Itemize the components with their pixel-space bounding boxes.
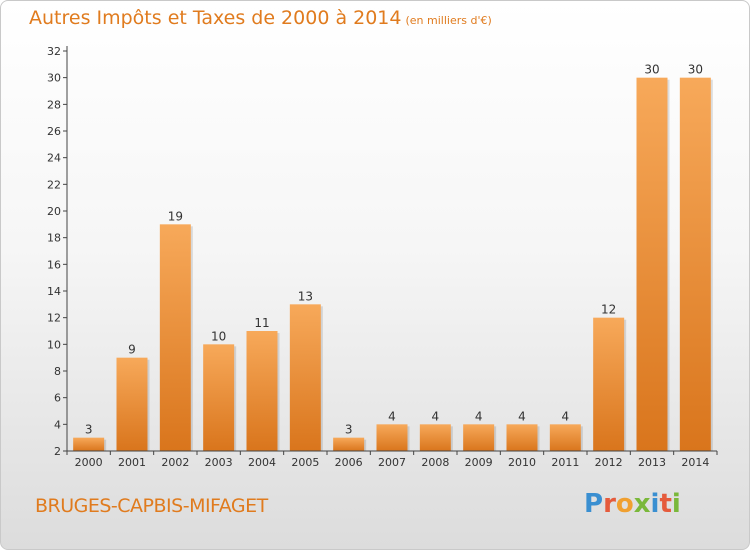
y-tick-label: 26 — [47, 125, 61, 138]
y-tick-label: 10 — [47, 338, 61, 351]
x-tick-label: 2001 — [118, 456, 146, 469]
commune-name: BRUGES-CAPBIS-MIFAGET — [35, 495, 268, 517]
bar-value-label: 4 — [432, 409, 440, 423]
y-tick-label: 16 — [47, 258, 61, 271]
bar-2013 — [636, 77, 668, 452]
bar-2009 — [463, 424, 495, 451]
bar-value-label: 30 — [644, 63, 659, 77]
x-tick-label: 2003 — [205, 456, 233, 469]
bar-value-label: 3 — [85, 423, 93, 437]
logo-letter: r — [603, 489, 616, 519]
bar-value-label: 4 — [475, 409, 483, 423]
bar-2012 — [593, 317, 625, 451]
bar-2002 — [159, 224, 191, 451]
bar-2011 — [549, 424, 581, 451]
x-tick-label: 2009 — [465, 456, 493, 469]
bar-2004 — [246, 331, 278, 451]
bar-value-label: 4 — [562, 409, 570, 423]
y-tick-label: 24 — [47, 152, 61, 165]
logo-letter: t — [659, 489, 672, 519]
y-tick-label: 14 — [47, 285, 61, 298]
y-tick-label: 32 — [47, 45, 61, 58]
bar-value-label: 19 — [168, 209, 183, 223]
bar-value-label: 4 — [518, 409, 526, 423]
y-tick-label: 20 — [47, 205, 61, 218]
y-tick-label: 2 — [54, 445, 61, 458]
bar-value-label: 9 — [128, 343, 136, 357]
x-tick-label: 2002 — [161, 456, 189, 469]
bar-2010 — [506, 424, 538, 451]
x-tick-label: 2014 — [681, 456, 709, 469]
logo-letter: o — [615, 489, 634, 519]
bar-value-label: 3 — [345, 423, 353, 437]
y-tick-label: 12 — [47, 312, 61, 325]
x-axis: 2000 2001 2002 2003 2004 2005 2006 2007 2008 2009… — [66, 450, 718, 469]
x-tick-label: 2007 — [378, 456, 406, 469]
bar-value-label: 11 — [254, 316, 269, 330]
y-tick-label: 8 — [54, 365, 61, 378]
logo-letter: i — [671, 489, 681, 519]
bar-value-label: 4 — [388, 409, 396, 423]
x-tick-label: 2006 — [335, 456, 363, 469]
bar-2008 — [419, 424, 451, 451]
x-tick-label: 2013 — [638, 456, 666, 469]
bars-group: 3 9 19 10 11 13 3 4 4 4 4 4 12 30 30 — [73, 63, 713, 452]
bar-value-label: 13 — [298, 289, 313, 303]
x-tick-label: 2005 — [291, 456, 319, 469]
x-tick-label: 2008 — [421, 456, 449, 469]
chart-title: Autres Impôts et Taxes de 2000 à 2014 (en… — [29, 7, 492, 29]
bar-2007 — [376, 424, 408, 451]
proxiti-logo: Proxiti — [584, 489, 681, 519]
y-tick-label: 22 — [47, 178, 61, 191]
y-tick-label: 4 — [54, 418, 61, 431]
y-tick-label: 18 — [47, 232, 61, 245]
bar-2001 — [116, 357, 148, 451]
x-tick-label: 2011 — [551, 456, 579, 469]
bar-value-label: 30 — [688, 63, 703, 77]
bar-2005 — [289, 304, 321, 451]
x-tick-label: 2010 — [508, 456, 536, 469]
y-tick-label: 6 — [54, 392, 61, 405]
chart-subtitle: (en milliers d'€) — [405, 14, 492, 27]
bar-value-label: 12 — [601, 303, 616, 317]
logo-letter: P — [584, 489, 604, 519]
bar-value-label: 10 — [211, 329, 226, 343]
y-tick-label: 28 — [47, 98, 61, 111]
bar-2003 — [203, 344, 235, 451]
x-tick-label: 2000 — [75, 456, 103, 469]
bar-2006 — [333, 437, 365, 451]
chart-title-text: Autres Impôts et Taxes de 2000 à 2014 — [29, 7, 402, 29]
bar-2000 — [73, 437, 105, 451]
logo-letter: x — [633, 489, 651, 519]
bar-2014 — [679, 77, 711, 452]
x-tick-label: 2004 — [248, 456, 276, 469]
x-tick-label: 2012 — [595, 456, 623, 469]
logo-letter: i — [650, 489, 660, 519]
y-tick-label: 30 — [47, 72, 61, 85]
